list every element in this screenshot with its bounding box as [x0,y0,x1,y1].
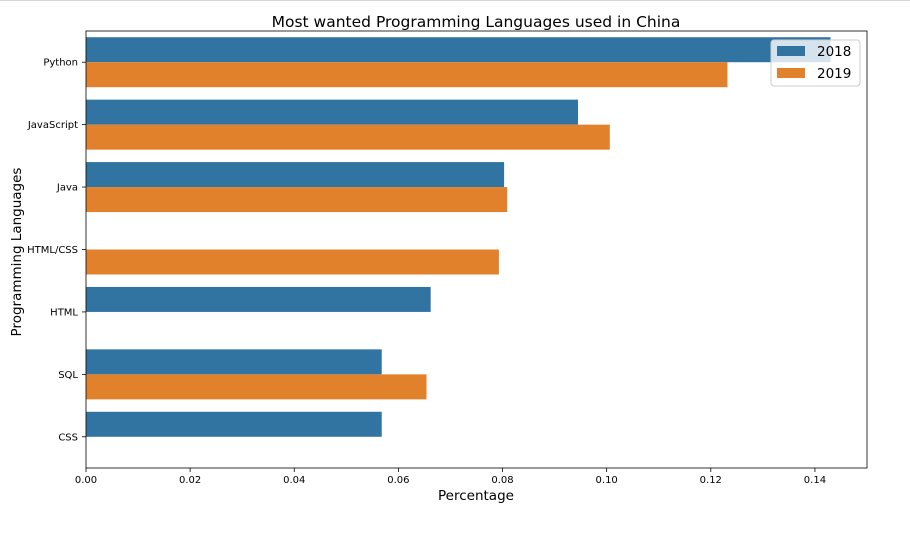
legend-label-2019: 2019 [817,66,851,82]
bar-javascript-2019 [86,124,610,150]
y-tick-label: HTML/CSS [27,245,78,256]
legend-swatch-2018 [777,46,805,56]
bar-java-2019 [86,187,508,213]
y-tick-label: Java [56,183,78,194]
x-tick-label: 0.14 [804,475,826,486]
bar-css-2018 [86,411,382,437]
y-tick-label: HTML [50,307,78,318]
bar-html-css-2019 [86,249,499,275]
bar-sql-2018 [86,349,382,375]
legend-swatch-2019 [777,68,805,78]
y-axis-label: Programming Languages [9,168,25,337]
x-axis-label: Percentage [438,488,514,504]
y-axis: Python JavaScript Java HTML/CSS HTML SQL CSS [27,58,86,443]
bar-html-2018 [86,286,431,312]
x-tick-label: 0.08 [491,475,513,486]
x-axis: 0.00 0.02 0.04 0.06 0.08 0.10 0.12 0.14 [75,468,826,486]
legend: 2018 2019 [770,39,861,87]
bar-javascript-2018 [86,99,579,125]
chart-title: Most wanted Programming Languages used i… [272,13,681,31]
bar-python-2018 [86,37,831,63]
x-tick-label: 0.00 [75,475,97,486]
x-tick-label: 0.10 [596,475,618,486]
y-tick-label: Python [43,58,78,69]
bars-layer [86,37,831,437]
bar-java-2018 [86,162,505,188]
x-tick-label: 0.04 [283,475,305,486]
legend-label-2018: 2018 [817,44,851,60]
bar-sql-2019 [86,374,427,400]
y-tick-label: JavaScript [27,120,78,131]
x-tick-label: 0.06 [387,475,409,486]
y-tick-label: SQL [58,370,78,381]
bar-python-2019 [86,62,728,88]
y-tick-label: CSS [58,432,78,443]
x-tick-label: 0.12 [700,475,722,486]
x-tick-label: 0.02 [179,475,201,486]
